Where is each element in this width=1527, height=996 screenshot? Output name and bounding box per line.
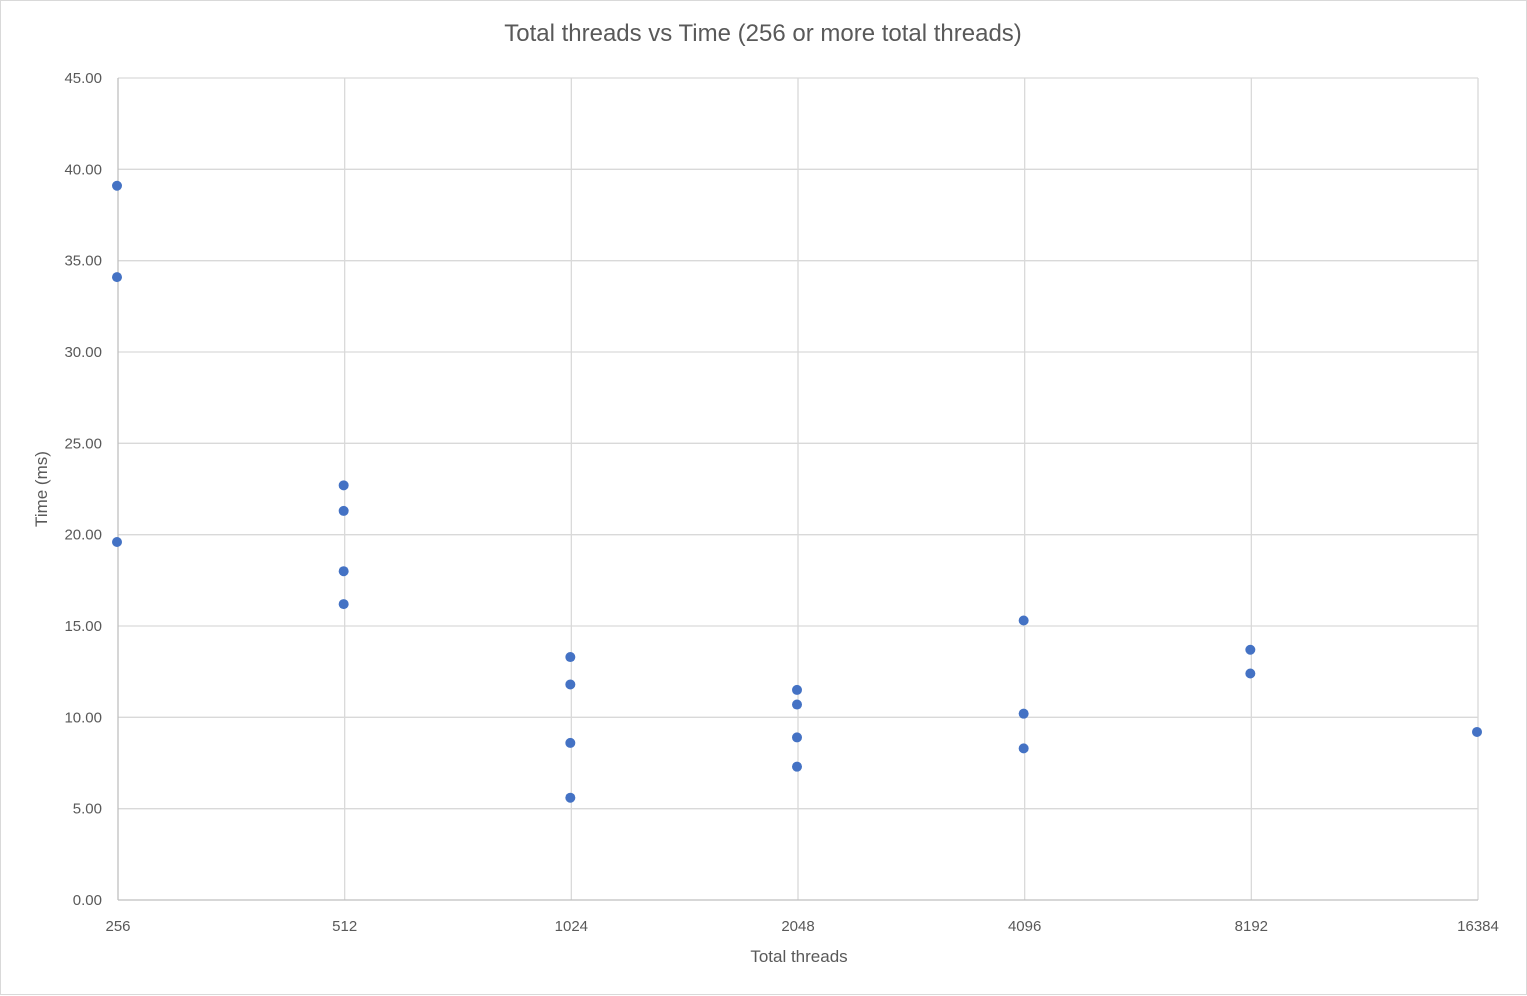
data-point <box>1018 708 1029 719</box>
gridlines <box>118 77 1479 900</box>
y-tick-label: 45.00 <box>64 70 102 87</box>
chart-title: Total threads vs Time (256 or more total… <box>504 20 1022 47</box>
x-tick-label: 1024 <box>555 918 588 935</box>
data-point <box>565 679 576 690</box>
y-axis-title: Time (ms) <box>32 451 51 527</box>
data-point <box>1018 615 1029 626</box>
x-tick-label: 256 <box>105 918 130 935</box>
data-point <box>338 505 349 516</box>
data-point <box>792 761 802 772</box>
data-point <box>792 732 802 743</box>
data-point <box>1472 726 1482 737</box>
data-point <box>1018 743 1029 754</box>
data-point <box>1245 668 1256 679</box>
data-point <box>338 566 349 577</box>
data-point <box>792 684 802 695</box>
data-point <box>792 699 802 710</box>
y-tick-label: 15.00 <box>64 618 102 635</box>
axes <box>117 78 1478 901</box>
y-tick-label: 35.00 <box>64 253 102 270</box>
data-point <box>565 737 576 748</box>
y-tick-label: 0.00 <box>73 892 102 909</box>
x-tick-label: 8192 <box>1235 918 1268 935</box>
tick-labels: 0.00 5.00 10.00 15.00 20.00 25.00 30.00 35.00 40… <box>64 70 1498 935</box>
y-tick-label: 30.00 <box>64 344 102 361</box>
data-point <box>1245 644 1256 655</box>
y-tick-label: 10.00 <box>64 709 102 726</box>
data-points <box>112 180 1482 803</box>
data-point <box>112 180 122 191</box>
x-tick-label: 16384 <box>1457 918 1499 935</box>
data-point <box>112 272 122 283</box>
x-axis-title: Total threads <box>750 947 847 966</box>
data-point <box>565 652 576 663</box>
data-point <box>112 536 122 547</box>
y-tick-label: 20.00 <box>64 527 102 544</box>
data-point <box>565 792 576 803</box>
data-point <box>338 599 349 610</box>
y-tick-label: 5.00 <box>73 801 102 818</box>
x-tick-label: 4096 <box>1008 918 1041 935</box>
y-tick-label: 40.00 <box>64 161 102 178</box>
data-point <box>338 480 349 491</box>
y-tick-label: 25.00 <box>64 435 102 452</box>
x-tick-label: 2048 <box>781 918 814 935</box>
x-tick-label: 512 <box>332 918 357 935</box>
